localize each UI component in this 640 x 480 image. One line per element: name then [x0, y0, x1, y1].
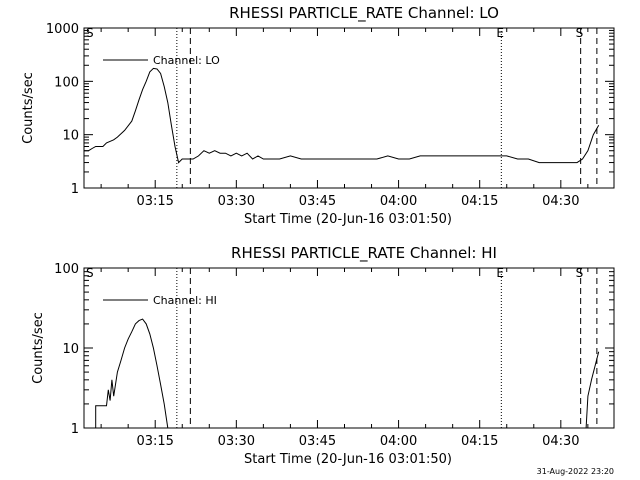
x-tick-label: 03:45: [299, 194, 336, 209]
x-tick-label: 03:15: [136, 194, 173, 209]
legend-label: Channel: LO: [153, 54, 220, 67]
event-marker-label: E: [496, 266, 504, 280]
plot-timestamp: 31-Aug-2022 23:20: [537, 467, 614, 476]
event-marker-label: S: [86, 26, 94, 40]
panel-hi: RHESSI PARTICLE_RATE Channel: HI Start Ti…: [31, 244, 615, 467]
y-tick-label: 100: [54, 262, 79, 277]
y-tick-label: 1: [71, 422, 79, 437]
y-tick-label: 1: [71, 182, 79, 197]
y-axis-label: Counts/sec: [21, 72, 36, 144]
x-axis-label: Start Time (20-Jun-16 03:01:50): [244, 212, 452, 227]
y-tick-label: 10: [62, 342, 79, 357]
x-tick-label: 03:15: [136, 434, 173, 449]
series-line-hi-1: [585, 351, 600, 429]
x-tick-label: 04:15: [461, 194, 498, 209]
legend-label: Channel: HI: [153, 294, 217, 307]
event-marker-label: S: [576, 26, 584, 40]
x-axis-label: Start Time (20-Jun-16 03:01:50): [244, 452, 452, 467]
series-line-lo: [84, 67, 600, 164]
x-tick-label: 04:15: [461, 434, 498, 449]
chart-title: RHESSI PARTICLE_RATE Channel: LO: [229, 4, 499, 23]
series-line-hi: [95, 318, 169, 429]
x-tick-label: 04:00: [380, 194, 417, 209]
x-tick-label: 03:30: [218, 434, 255, 449]
event-marker-label: S: [86, 266, 94, 280]
plot-frame-lo: [83, 27, 615, 189]
event-marker-label: S: [576, 266, 584, 280]
y-axis-label: Counts/sec: [31, 312, 46, 384]
y-tick-label: 100: [54, 75, 79, 90]
y-tick-label: 1000: [46, 22, 79, 37]
event-marker-label: E: [496, 26, 504, 40]
chart-title: RHESSI PARTICLE_RATE Channel: HI: [231, 244, 497, 263]
plot-frame-hi: [83, 267, 615, 429]
panel-lo: RHESSI PARTICLE_RATE Channel: LO Start Ti…: [21, 4, 615, 227]
y-tick-label: 10: [62, 129, 79, 144]
x-tick-label: 04:00: [380, 434, 417, 449]
x-tick-label: 04:30: [542, 434, 579, 449]
x-tick-label: 03:30: [218, 194, 255, 209]
x-tick-label: 03:45: [299, 434, 336, 449]
x-tick-label: 04:30: [542, 194, 579, 209]
